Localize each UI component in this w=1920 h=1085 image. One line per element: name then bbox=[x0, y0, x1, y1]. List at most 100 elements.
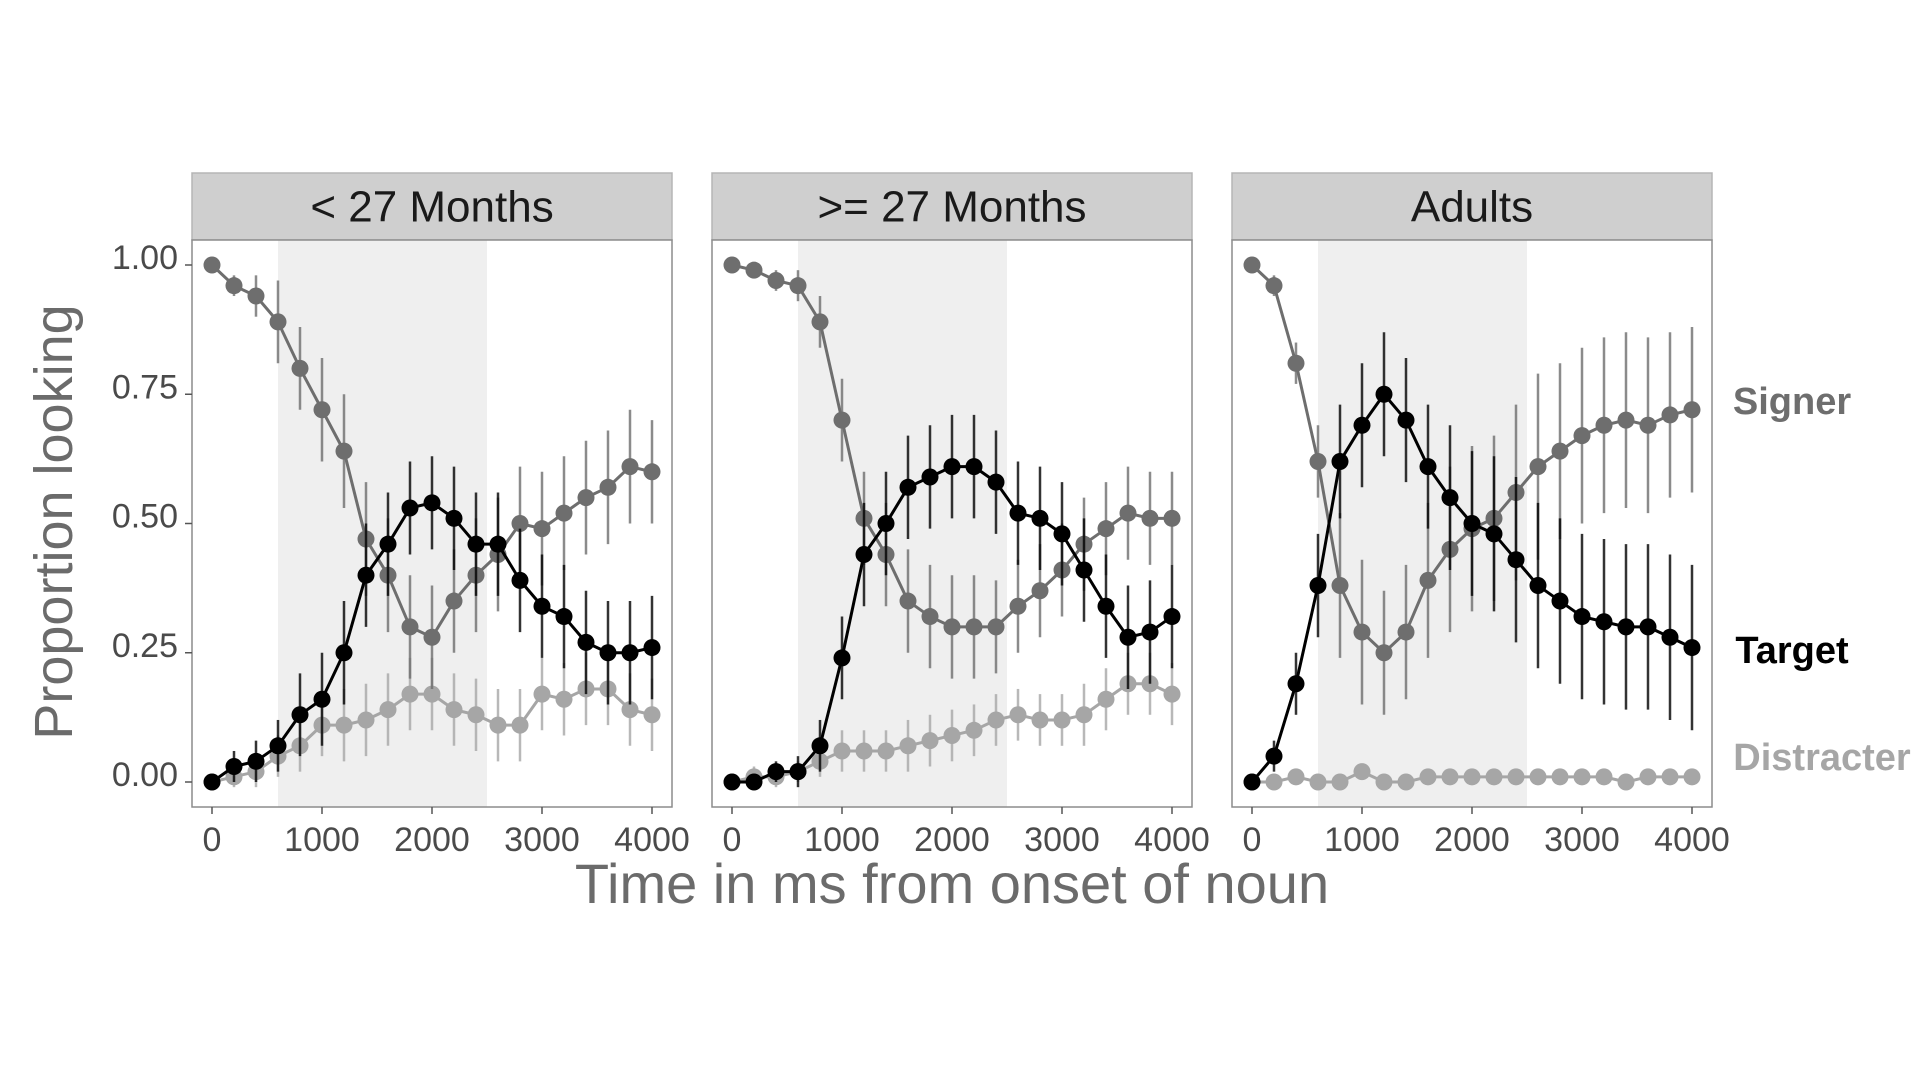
point-distracter bbox=[855, 742, 873, 760]
point-distracter bbox=[1287, 768, 1305, 786]
shaded-window bbox=[798, 240, 1007, 807]
x-tick-label: 2000 bbox=[394, 821, 470, 859]
point-signer bbox=[1353, 623, 1371, 641]
point-target bbox=[1353, 416, 1371, 434]
point-signer bbox=[1397, 623, 1415, 641]
point-target bbox=[1463, 515, 1481, 532]
point-distracter bbox=[1053, 711, 1071, 729]
point-distracter bbox=[511, 716, 529, 734]
point-distracter bbox=[401, 685, 419, 703]
point-target bbox=[599, 644, 617, 662]
point-signer bbox=[899, 592, 917, 610]
y-tick-label: 0.50 bbox=[112, 498, 178, 536]
point-distracter bbox=[1163, 685, 1181, 703]
point-distracter bbox=[1639, 768, 1657, 786]
point-target bbox=[1265, 747, 1283, 765]
point-distracter bbox=[445, 701, 463, 719]
point-signer bbox=[313, 401, 331, 419]
point-target bbox=[1661, 628, 1679, 646]
point-target bbox=[921, 468, 939, 486]
point-signer bbox=[621, 458, 639, 476]
point-distracter bbox=[467, 706, 485, 724]
panel-strip bbox=[191, 172, 673, 241]
x-tick-label: 4000 bbox=[614, 821, 690, 859]
point-target bbox=[1163, 608, 1181, 626]
point-target bbox=[1053, 525, 1071, 543]
point-distracter bbox=[555, 690, 573, 708]
series-target bbox=[723, 414, 1181, 791]
y-tick-label: 0.75 bbox=[112, 368, 178, 406]
point-signer bbox=[943, 618, 961, 636]
point-signer bbox=[401, 618, 419, 636]
point-signer bbox=[1141, 509, 1159, 527]
point-signer bbox=[203, 256, 221, 274]
point-distracter bbox=[1353, 763, 1371, 781]
point-signer bbox=[555, 504, 573, 522]
panel-2: >= 27 Months 0 1000 2000 3000 4000 bbox=[711, 172, 1210, 859]
point-target bbox=[555, 608, 573, 626]
series-signer bbox=[203, 256, 661, 689]
point-target bbox=[643, 639, 661, 657]
point-distracter bbox=[1485, 768, 1503, 786]
point-target bbox=[899, 478, 917, 496]
y-tick-label: 0.25 bbox=[112, 627, 178, 665]
point-signer bbox=[225, 277, 243, 295]
point-target bbox=[467, 535, 485, 553]
point-distracter bbox=[1265, 773, 1283, 791]
point-signer bbox=[533, 520, 551, 538]
point-target bbox=[489, 535, 507, 553]
point-signer bbox=[291, 359, 309, 377]
point-target bbox=[621, 644, 639, 662]
x-tick-label: 3000 bbox=[504, 821, 580, 859]
point-distracter bbox=[1683, 768, 1701, 786]
point-distracter bbox=[1419, 768, 1437, 786]
y-axis-title: Proportion looking bbox=[24, 304, 84, 739]
point-signer bbox=[1309, 452, 1327, 470]
point-signer bbox=[1009, 597, 1027, 615]
point-signer bbox=[1551, 442, 1569, 460]
point-target bbox=[1397, 411, 1415, 429]
point-signer bbox=[577, 489, 595, 507]
point-signer bbox=[247, 287, 265, 305]
point-target bbox=[1551, 592, 1569, 610]
point-distracter bbox=[1661, 768, 1679, 786]
point-target bbox=[1485, 525, 1503, 543]
panel-strip bbox=[711, 172, 1193, 241]
point-target bbox=[335, 644, 353, 662]
point-distracter bbox=[1573, 768, 1591, 786]
point-target bbox=[1287, 675, 1305, 693]
point-signer bbox=[1683, 401, 1701, 419]
legend-label-signer: Signer bbox=[1733, 381, 1851, 423]
point-distracter bbox=[1375, 773, 1393, 791]
point-signer bbox=[767, 272, 785, 290]
point-distracter bbox=[1309, 773, 1327, 791]
point-target bbox=[877, 515, 895, 532]
point-target bbox=[1595, 613, 1613, 631]
point-distracter bbox=[899, 737, 917, 755]
y-tick-label: 1.00 bbox=[112, 239, 178, 277]
point-distracter bbox=[877, 742, 895, 760]
point-target bbox=[1097, 597, 1115, 615]
point-target bbox=[423, 494, 441, 512]
x-tick-label: 0 bbox=[1243, 821, 1262, 859]
point-target bbox=[745, 773, 763, 791]
point-target bbox=[1419, 458, 1437, 476]
point-signer bbox=[1639, 416, 1657, 434]
point-distracter bbox=[621, 701, 639, 719]
point-target bbox=[965, 458, 983, 476]
point-signer bbox=[269, 313, 287, 331]
legend-label-target: Target bbox=[1735, 630, 1849, 672]
point-distracter bbox=[1031, 711, 1049, 729]
panel-strip bbox=[1231, 172, 1713, 241]
point-target bbox=[1573, 608, 1591, 626]
point-distracter bbox=[335, 716, 353, 734]
point-target bbox=[987, 473, 1005, 491]
point-distracter bbox=[1529, 768, 1547, 786]
point-distracter bbox=[1441, 768, 1459, 786]
point-distracter bbox=[965, 721, 983, 739]
point-distracter bbox=[943, 726, 961, 744]
point-signer bbox=[1031, 582, 1049, 600]
point-signer bbox=[987, 618, 1005, 636]
point-target bbox=[1529, 577, 1547, 595]
